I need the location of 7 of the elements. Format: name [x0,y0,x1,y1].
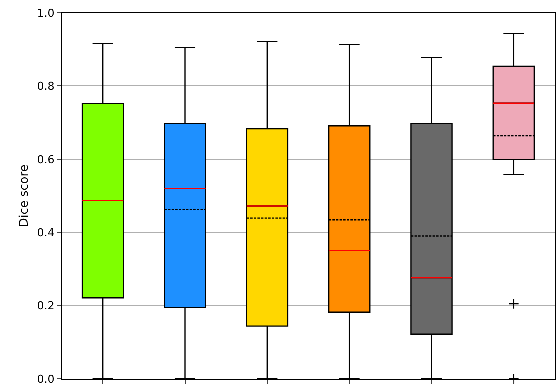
y-tick-label: 0.2 [37,300,55,313]
y-tick-label: 1.0 [37,6,55,20]
y-tick-label: 0.6 [37,153,55,166]
y-tick-label: 0.8 [37,80,55,94]
y-tick-label: 0.0 [37,372,55,386]
y-axis-title: Dice score [17,164,31,228]
y-tick-label: 0.4 [37,226,55,240]
